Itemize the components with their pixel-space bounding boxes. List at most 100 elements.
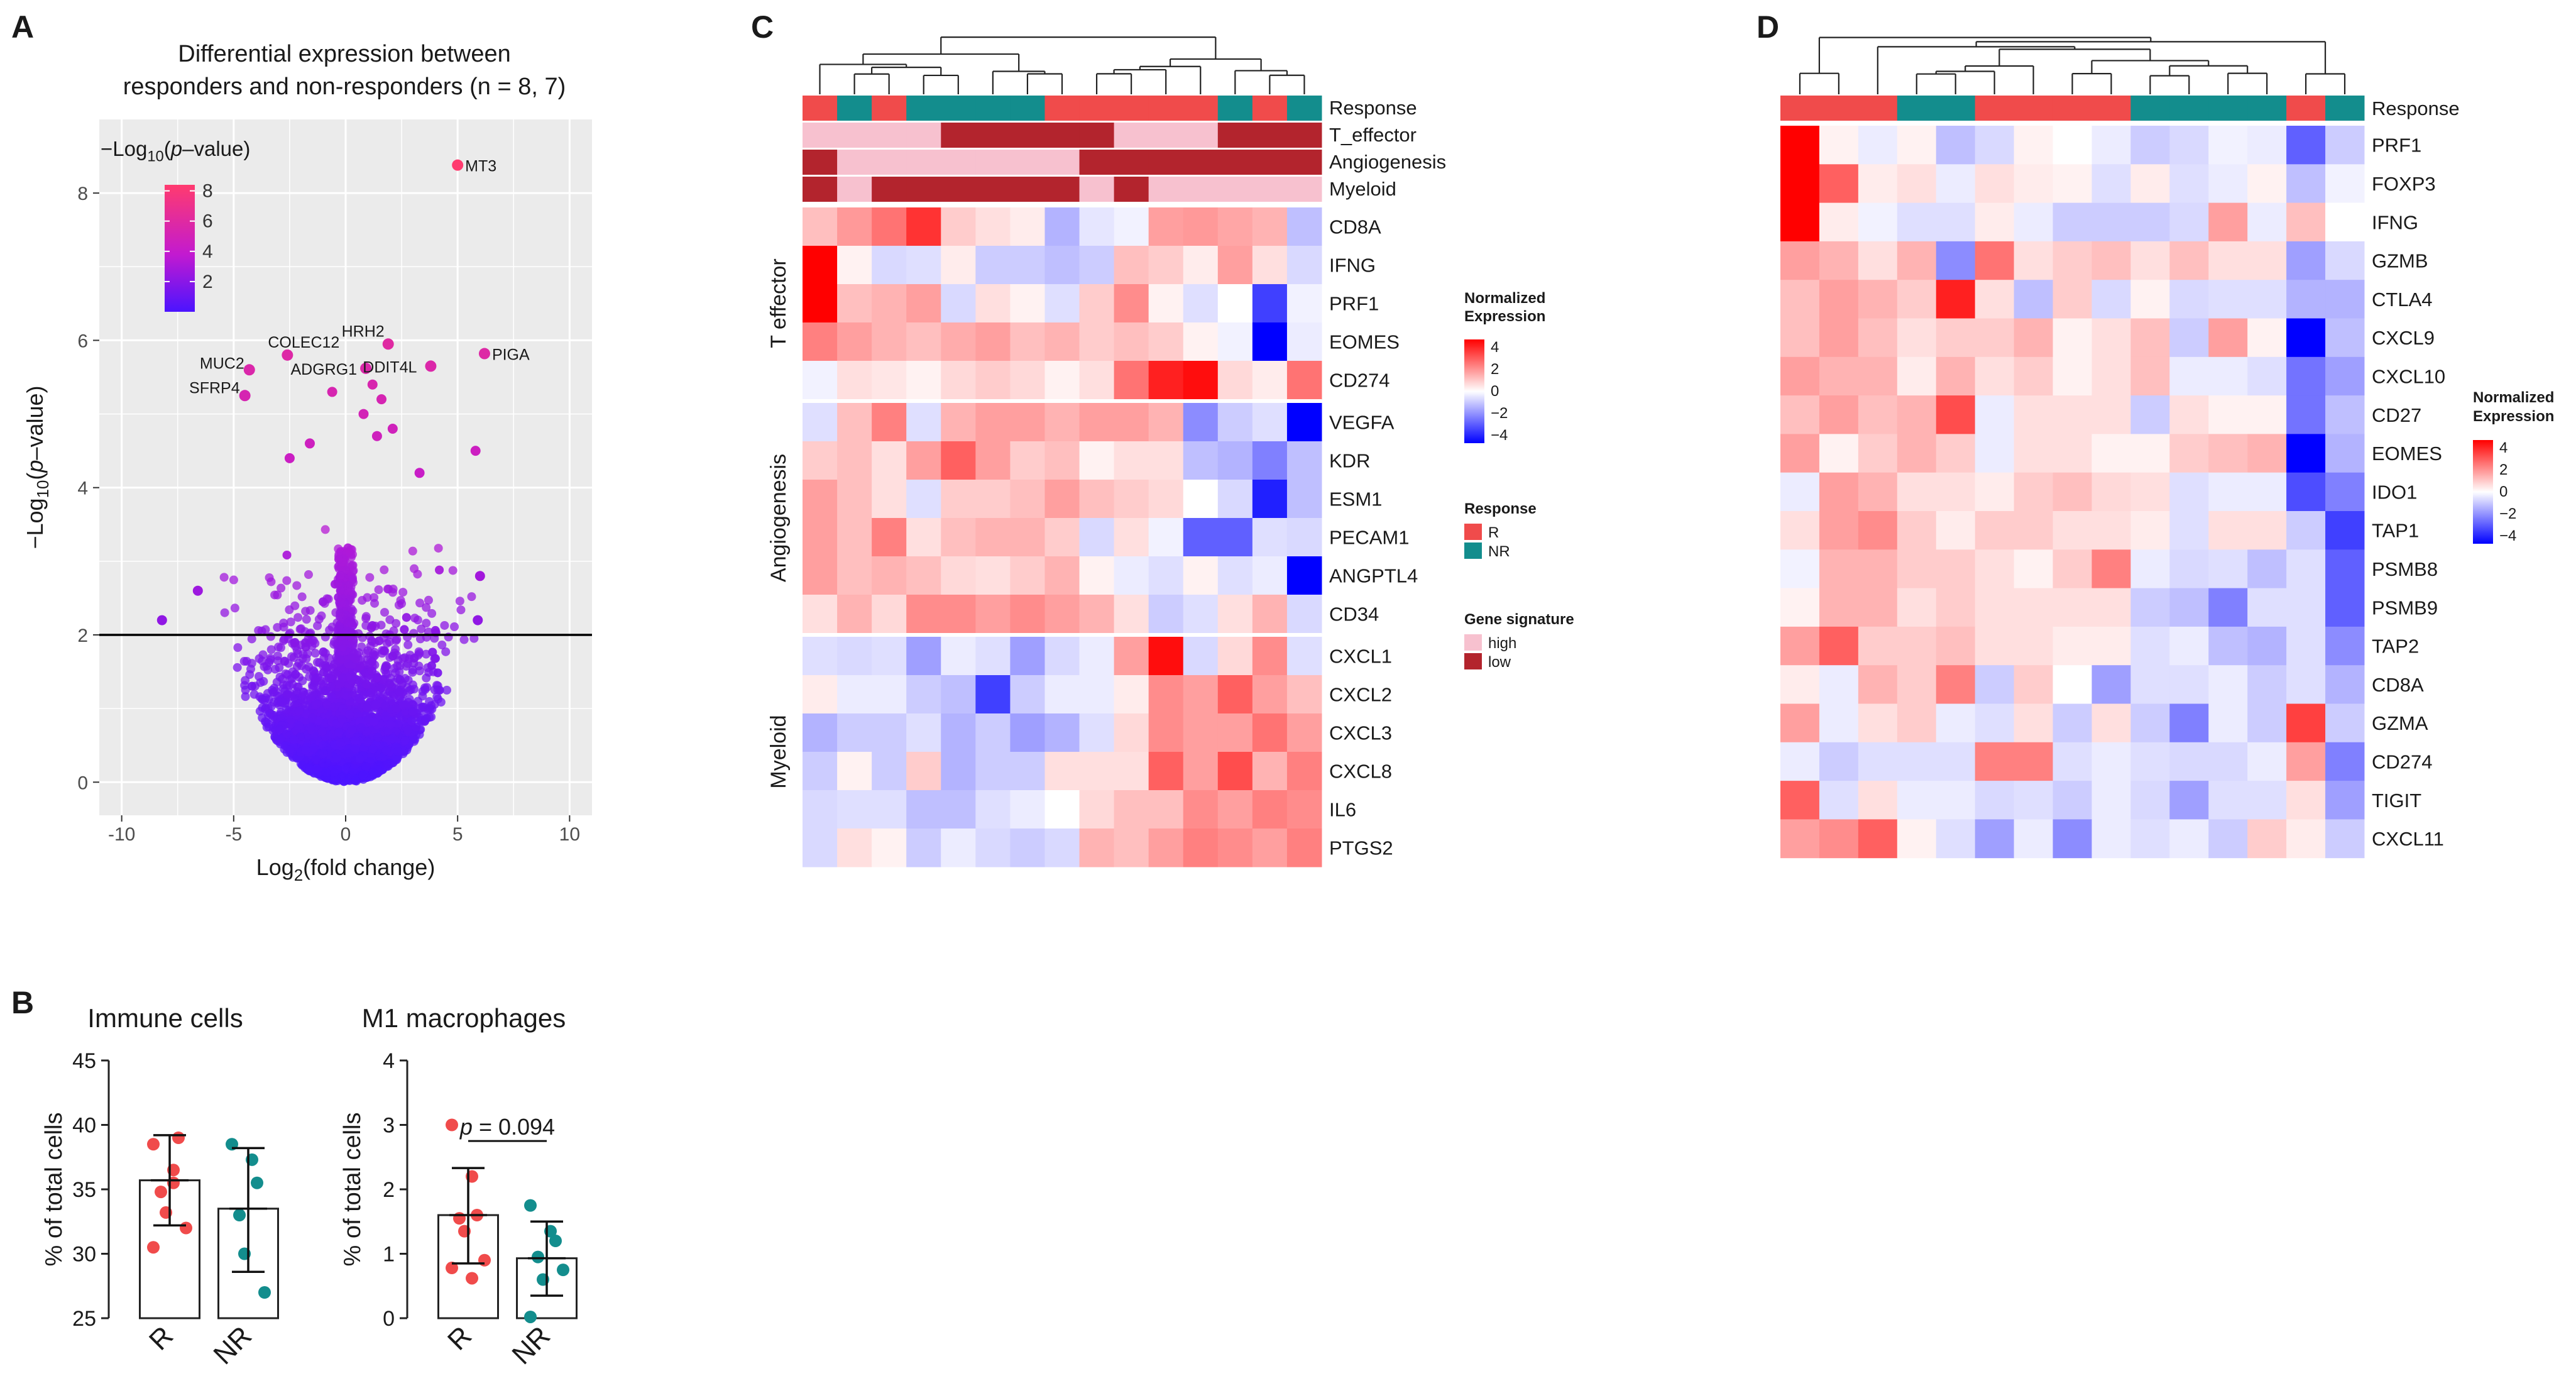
- heatmap-cell: [1819, 781, 1859, 820]
- heatmap-cell: [1936, 742, 1976, 781]
- heatmap-cell: [1148, 713, 1184, 752]
- heatmap-cell: [2091, 511, 2131, 550]
- annotation-signature-low: [1114, 177, 1149, 202]
- legend-tick-label: 0: [2499, 483, 2507, 500]
- heatmap-cell: [2325, 395, 2365, 434]
- scatter-point: [338, 674, 348, 683]
- heatmap-cell: [2325, 819, 2365, 859]
- heatmap-cell: [1044, 403, 1080, 442]
- heatmap-cell: [1858, 280, 1898, 319]
- heatmap-cell: [1780, 742, 1820, 781]
- heatmap-cell: [1819, 703, 1859, 743]
- scatter-point: [381, 746, 391, 756]
- heatmap-cell: [1217, 752, 1253, 791]
- scatter-point: [387, 424, 398, 434]
- heatmap-cell: [2130, 472, 2170, 512]
- heatmap-cell: [1217, 361, 1253, 400]
- heatmap-cell: [1897, 395, 1937, 434]
- heatmap-cell: [2053, 356, 2092, 396]
- heatmap-cell: [1252, 829, 1288, 867]
- scatter-point: [355, 754, 364, 764]
- heatmap-cell: [1010, 361, 1045, 400]
- scatter-point: [366, 623, 376, 632]
- scatter-point: [422, 603, 431, 612]
- heatmap-cell: [1044, 556, 1080, 595]
- heatmap-cell: [975, 441, 1011, 480]
- heatmap-cell: [941, 829, 976, 867]
- heatmap-cell: [1079, 246, 1115, 285]
- heatmap-cell: [2286, 703, 2326, 743]
- gene-label: CD27: [2372, 404, 2421, 426]
- heatmap-cell: [837, 637, 872, 676]
- heatmap-cell: [1044, 637, 1080, 676]
- annotation-signature-low: [1252, 123, 1288, 148]
- annotation-signature-low: [1286, 123, 1322, 148]
- heatmap-cell: [1252, 675, 1288, 714]
- heatmap-cell: [1897, 318, 1937, 358]
- heatmap-cell: [1897, 202, 1937, 242]
- heatmap-cell: [1183, 752, 1219, 791]
- heatmap-cell: [1936, 318, 1976, 358]
- annotation-signature-high: [1252, 177, 1288, 202]
- scatter-point: [389, 626, 398, 636]
- heatmap-cell: [837, 322, 872, 361]
- annotation-response-R: [803, 96, 838, 121]
- gene-label: EOMES: [2372, 443, 2442, 465]
- heatmap-cell: [1252, 790, 1288, 829]
- heatmap-cell: [1286, 361, 1322, 400]
- heatmap-cell: [2130, 280, 2170, 319]
- scatter-point: [318, 597, 327, 607]
- heatmap-cell: [2325, 318, 2365, 358]
- heatmap-cell: [906, 207, 941, 246]
- annotation-signature-low: [941, 177, 976, 202]
- scatter-point: [324, 673, 334, 683]
- heatmap-cell: [1252, 361, 1288, 400]
- gene-label: CD274: [2372, 751, 2433, 773]
- heatmap-cell: [1148, 284, 1184, 323]
- scatter-point: [291, 669, 300, 679]
- scatter-point: [233, 663, 242, 672]
- heatmap-cell: [872, 361, 907, 400]
- scatter-point: [358, 409, 369, 419]
- heatmap-cell: [2091, 434, 2131, 473]
- data-point-R: [147, 1241, 160, 1254]
- heatmap-cell: [1079, 556, 1115, 595]
- annotation-signature-low: [1010, 123, 1045, 148]
- annotation-signature-high: [1286, 177, 1322, 202]
- heatmap-cell: [1183, 595, 1219, 634]
- heatmap-cell: [1975, 126, 2015, 165]
- heatmap-cell: [2014, 703, 2054, 743]
- scatter-point: [294, 658, 304, 668]
- heatmap-cell: [941, 713, 976, 752]
- heatmap-cell: [1252, 637, 1288, 676]
- heatmap-cell: [1114, 675, 1149, 714]
- legend-colorbar: [1464, 339, 1484, 443]
- heatmap-cell: [1044, 518, 1080, 557]
- scatter-point: [307, 691, 316, 701]
- heatmap-cell: [941, 595, 976, 634]
- scatter-point: [302, 615, 311, 624]
- heatmap-cell: [1897, 434, 1937, 473]
- heatmap-cell: [2286, 241, 2326, 280]
- heatmap-cell: [975, 637, 1011, 676]
- gene-label: PSMB9: [2372, 597, 2438, 619]
- y-tick-label: 4: [383, 1049, 395, 1073]
- gene-label: TIGIT: [2372, 790, 2421, 812]
- heatmap-cell: [837, 790, 872, 829]
- heatmap-cell: [837, 361, 872, 400]
- scatter-point: [293, 613, 303, 622]
- scatter-point: [192, 585, 203, 596]
- gene-label: CD34: [1329, 603, 1379, 625]
- gene-label: ESM1: [1329, 488, 1382, 510]
- scatter-point: [373, 732, 383, 742]
- scatter-point: [435, 685, 444, 695]
- heatmap-cell: [2247, 472, 2287, 512]
- heatmap-cell: [1897, 819, 1937, 859]
- scatter-point: [276, 643, 285, 652]
- scatter-point: [277, 583, 286, 593]
- y-axis-label: −Log10(p–value): [22, 385, 52, 549]
- heatmap-cell: [975, 752, 1011, 791]
- scatter-point: [280, 657, 289, 666]
- scatter-point: [266, 632, 275, 641]
- legend-title: Gene signature: [1464, 611, 1574, 628]
